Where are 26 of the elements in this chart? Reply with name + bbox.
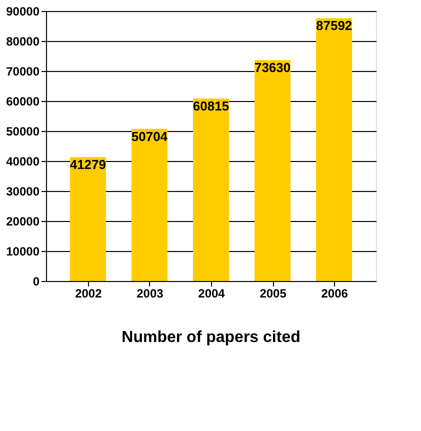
data-label: 87592 xyxy=(316,18,352,34)
y-tick-label: 0 xyxy=(32,274,40,288)
y-tick-label: 30000 xyxy=(6,184,40,198)
x-tick-label: 2006 xyxy=(321,286,348,300)
data-label: 50704 xyxy=(131,128,168,144)
bar xyxy=(193,98,229,281)
bar xyxy=(131,128,168,281)
y-tick-label: 20000 xyxy=(6,214,40,228)
bar xyxy=(316,18,352,281)
y-tick-label: 50000 xyxy=(6,124,40,138)
bar xyxy=(70,157,106,281)
y-tick-label: 40000 xyxy=(6,154,40,168)
y-tick-label: 80000 xyxy=(6,34,40,48)
x-tick-label: 2002 xyxy=(75,286,102,300)
x-tick-label: 2005 xyxy=(260,286,287,300)
text: Number of papers cited xyxy=(122,329,300,346)
data-label: 41279 xyxy=(70,157,106,172)
y-tick-label: 90000 xyxy=(6,4,40,18)
data-label: 73630 xyxy=(254,60,291,76)
y-tick-label: 70000 xyxy=(6,64,40,78)
y-tick-label: 10000 xyxy=(6,244,40,258)
y-tick-label: 60000 xyxy=(6,94,40,108)
x-tick-label: 2003 xyxy=(136,286,164,300)
bar xyxy=(254,60,291,281)
data-label: 60815 xyxy=(192,98,230,114)
x-tick-label: 2004 xyxy=(198,286,226,300)
